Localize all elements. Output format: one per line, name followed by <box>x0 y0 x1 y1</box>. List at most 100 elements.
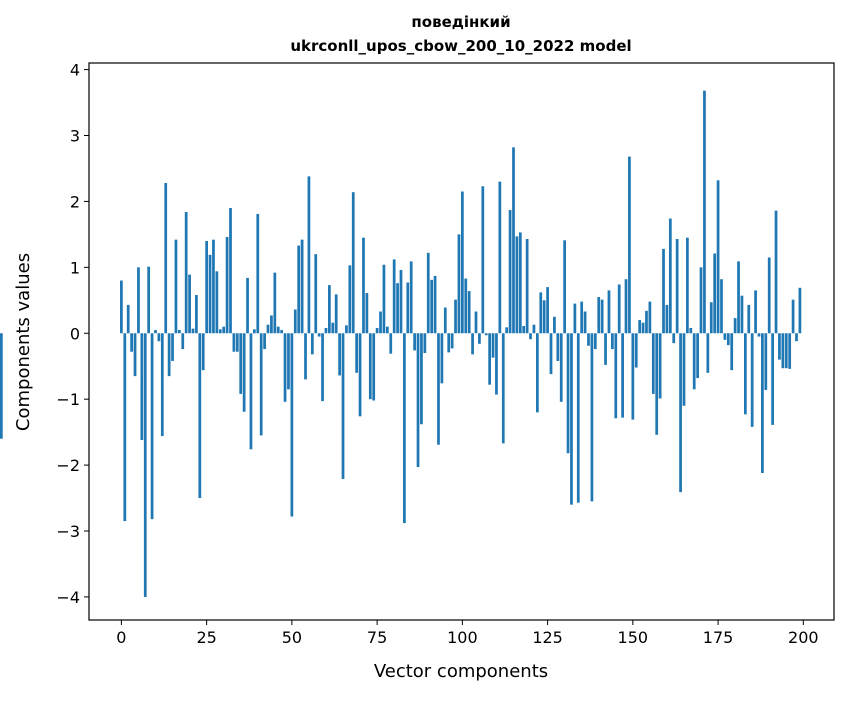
bar <box>590 333 594 502</box>
y-tick-label: 2 <box>70 192 80 211</box>
bar <box>239 333 243 394</box>
bar <box>198 333 202 499</box>
y-tick-label: −3 <box>56 522 80 541</box>
bar <box>368 333 372 400</box>
bar <box>242 333 246 412</box>
bar <box>280 329 284 334</box>
bar <box>781 333 785 369</box>
bar <box>638 320 642 334</box>
bar <box>621 333 624 418</box>
bar <box>733 318 737 334</box>
bar <box>645 310 648 334</box>
bar <box>154 329 157 334</box>
bar <box>0 333 3 439</box>
bar <box>600 299 604 334</box>
bar <box>539 292 543 334</box>
bar <box>358 333 362 417</box>
bar <box>556 333 560 361</box>
bar <box>747 304 751 334</box>
bar <box>525 239 529 334</box>
y-tick-label: 1 <box>70 258 80 277</box>
bar <box>641 322 645 334</box>
bar <box>682 333 686 406</box>
bar <box>757 333 761 337</box>
bar <box>655 333 659 435</box>
bar <box>457 234 461 334</box>
y-tick-label: −4 <box>56 588 80 607</box>
y-tick-label: 3 <box>70 127 80 146</box>
x-tick-label: 75 <box>367 628 387 647</box>
bar <box>532 324 536 334</box>
bar <box>188 274 191 334</box>
bar <box>212 239 215 334</box>
bar-series <box>0 90 802 597</box>
bar <box>495 333 498 395</box>
bar <box>478 333 481 344</box>
bar <box>126 304 130 334</box>
bar <box>195 295 198 334</box>
bar <box>205 240 208 334</box>
bar <box>464 278 468 334</box>
bar <box>716 180 720 334</box>
bar <box>696 333 699 379</box>
bar <box>365 293 369 334</box>
bar <box>208 254 212 334</box>
bar <box>726 333 730 346</box>
bar <box>215 271 219 334</box>
bar <box>123 333 127 522</box>
bar <box>307 176 311 334</box>
bar <box>761 333 764 473</box>
bar <box>331 322 335 334</box>
bar <box>406 282 410 334</box>
x-tick-label: 0 <box>116 628 126 647</box>
bar <box>795 333 798 342</box>
bar <box>232 333 236 352</box>
bar <box>283 333 287 402</box>
bar <box>593 333 597 350</box>
x-tick-label: 150 <box>618 628 649 647</box>
bar <box>382 264 386 334</box>
bar <box>488 333 491 385</box>
bar <box>580 301 584 334</box>
bar <box>737 261 740 334</box>
bar <box>338 333 341 376</box>
x-axis-ticks: 0 25 50 75 100 125 150 175 200 <box>116 620 819 647</box>
bar <box>754 290 757 334</box>
x-tick-label: 175 <box>703 628 734 647</box>
bar <box>505 327 509 334</box>
bar <box>553 316 556 334</box>
x-tick-label: 25 <box>196 628 216 647</box>
x-tick-label: 50 <box>282 628 302 647</box>
bar <box>474 311 478 334</box>
bar <box>604 333 607 365</box>
bar <box>689 327 693 334</box>
bar <box>491 333 495 358</box>
bar <box>460 191 464 334</box>
bar <box>706 333 710 373</box>
bar <box>409 261 413 334</box>
bar <box>263 333 266 350</box>
bar <box>225 237 229 334</box>
bar <box>778 333 781 360</box>
bar <box>750 333 754 427</box>
bar <box>403 333 406 524</box>
bar <box>399 269 403 334</box>
bar <box>450 333 454 349</box>
bar <box>324 327 328 334</box>
bar <box>287 333 290 390</box>
bar <box>420 333 423 425</box>
bar <box>351 192 355 334</box>
bar <box>634 333 638 368</box>
bar <box>576 333 580 503</box>
bar <box>447 333 451 353</box>
bar <box>164 182 168 334</box>
bar <box>249 333 253 450</box>
bar <box>413 333 416 351</box>
bar <box>276 326 280 334</box>
bar <box>597 297 601 334</box>
bar <box>426 252 430 334</box>
bar <box>730 333 734 371</box>
bar <box>379 311 382 334</box>
bar <box>253 329 256 334</box>
